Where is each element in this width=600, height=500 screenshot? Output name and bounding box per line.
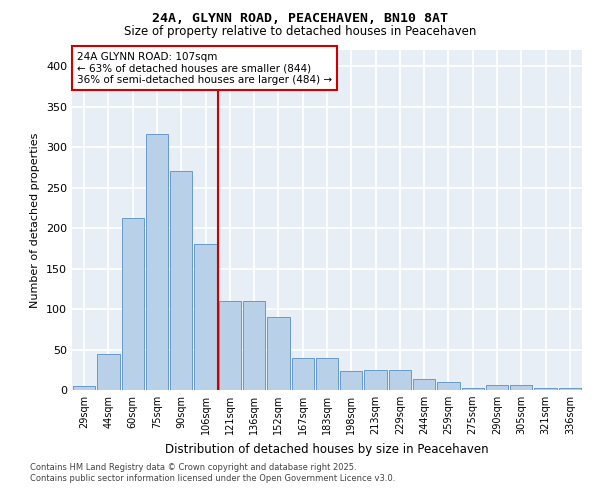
Bar xyxy=(73,386,95,390)
Bar xyxy=(389,370,411,390)
Y-axis label: Number of detached properties: Number of detached properties xyxy=(31,132,40,308)
Bar xyxy=(461,388,484,390)
Bar xyxy=(97,354,119,390)
Bar xyxy=(340,370,362,390)
Text: Size of property relative to detached houses in Peacehaven: Size of property relative to detached ho… xyxy=(124,25,476,38)
Bar xyxy=(413,378,436,390)
Bar xyxy=(194,244,217,390)
Bar xyxy=(510,385,532,390)
Bar xyxy=(364,370,387,390)
Bar xyxy=(267,317,290,390)
Bar xyxy=(218,301,241,390)
Bar xyxy=(535,388,557,390)
Bar xyxy=(243,301,265,390)
Bar xyxy=(437,382,460,390)
X-axis label: Distribution of detached houses by size in Peacehaven: Distribution of detached houses by size … xyxy=(165,442,489,456)
Text: Contains HM Land Registry data © Crown copyright and database right 2025.: Contains HM Land Registry data © Crown c… xyxy=(30,462,356,471)
Bar xyxy=(146,134,168,390)
Text: 24A, GLYNN ROAD, PEACEHAVEN, BN10 8AT: 24A, GLYNN ROAD, PEACEHAVEN, BN10 8AT xyxy=(152,12,448,26)
Text: Contains public sector information licensed under the Open Government Licence v3: Contains public sector information licen… xyxy=(30,474,395,483)
Bar xyxy=(292,358,314,390)
Bar xyxy=(170,172,193,390)
Bar xyxy=(122,218,144,390)
Bar xyxy=(316,358,338,390)
Text: 24A GLYNN ROAD: 107sqm
← 63% of detached houses are smaller (844)
36% of semi-de: 24A GLYNN ROAD: 107sqm ← 63% of detached… xyxy=(77,52,332,85)
Bar xyxy=(559,388,581,390)
Bar xyxy=(486,385,508,390)
